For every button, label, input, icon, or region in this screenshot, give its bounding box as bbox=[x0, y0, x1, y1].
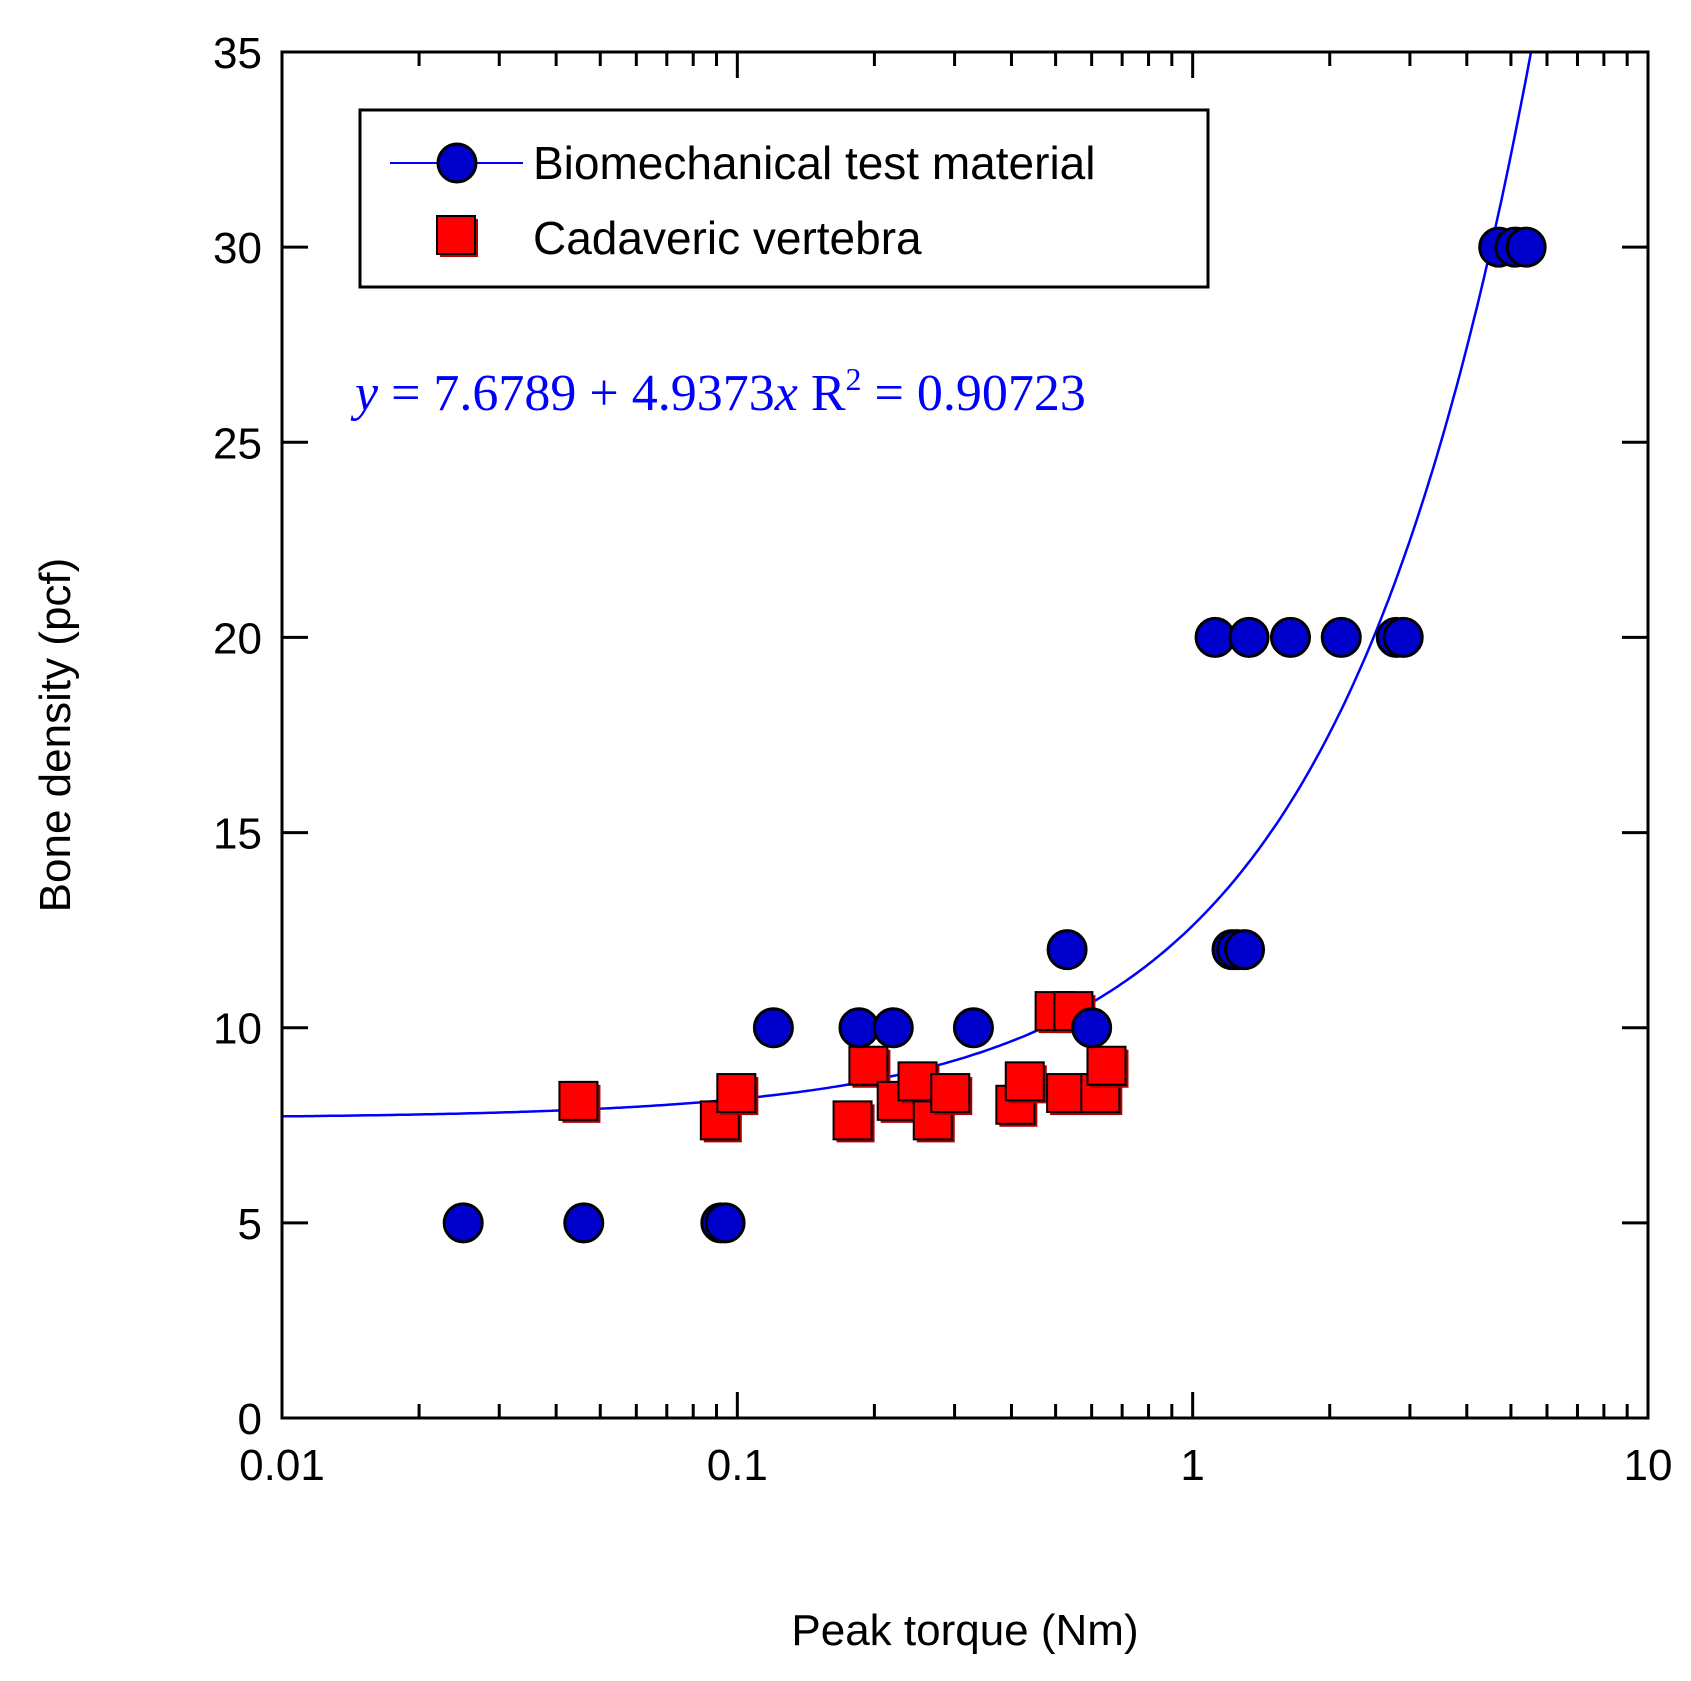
data-points-layer bbox=[442, 226, 1547, 1244]
x-tick-label: 0.01 bbox=[239, 1441, 325, 1490]
plot-frame bbox=[280, 50, 1650, 1420]
biomechanical-point bbox=[1194, 616, 1236, 658]
biomechanical-point bbox=[1046, 929, 1088, 971]
cadaveric-point bbox=[848, 1045, 891, 1088]
biomechanical-point bbox=[872, 1007, 914, 1049]
marker-face bbox=[716, 1073, 757, 1114]
marker-face bbox=[558, 1080, 599, 1121]
y-tick-label: 20 bbox=[213, 614, 262, 663]
marker-face bbox=[930, 1073, 971, 1114]
biomechanical-point bbox=[752, 1007, 794, 1049]
y-tick-label: 35 bbox=[213, 29, 262, 78]
biomechanical-point bbox=[442, 1202, 484, 1244]
biomechanical-point bbox=[1269, 616, 1311, 658]
y-tick-label: 5 bbox=[238, 1200, 262, 1249]
cadaveric-point bbox=[699, 1100, 742, 1143]
y-tick-label: 0 bbox=[238, 1395, 262, 1444]
legend: Biomechanical test material Cadaveric ve… bbox=[358, 108, 1210, 289]
biomechanical-point bbox=[952, 1007, 994, 1049]
legend-box bbox=[358, 108, 1210, 289]
marker-face bbox=[848, 1045, 889, 1086]
biomechanical-point bbox=[563, 1202, 605, 1244]
cadaveric-point bbox=[930, 1073, 973, 1116]
marker-face bbox=[832, 1100, 873, 1141]
cadaveric-point bbox=[716, 1073, 759, 1116]
legend-circle bbox=[436, 142, 478, 184]
biomechanical-point bbox=[1505, 226, 1547, 268]
tick-labels: 0.01 0.1 1 10 0 5 10 15 20 25 30 35 bbox=[213, 29, 1672, 1490]
x-axis-label: Peak torque (Nm) bbox=[791, 1606, 1138, 1655]
legend-square bbox=[436, 215, 478, 257]
y-tick-label: 10 bbox=[213, 1005, 262, 1054]
marker-face bbox=[436, 215, 476, 255]
biomechanical-point bbox=[1071, 1007, 1113, 1049]
legend-marker-cadaveric bbox=[436, 215, 478, 257]
x-tick-label: 0.1 bbox=[707, 1441, 768, 1490]
y-tick-label: 25 bbox=[213, 419, 262, 468]
marker-face bbox=[1086, 1045, 1127, 1086]
cadaveric-point bbox=[558, 1080, 601, 1123]
biomechanical-point bbox=[1382, 616, 1424, 658]
legend-label-cadaveric: Cadaveric vertebra bbox=[533, 212, 922, 264]
biomechanical-point bbox=[1228, 616, 1270, 658]
biomechanical-point bbox=[704, 1202, 746, 1244]
x-tick-label: 1 bbox=[1180, 1441, 1204, 1490]
cadaveric-point bbox=[1086, 1045, 1129, 1088]
biomechanical-point bbox=[838, 1007, 880, 1049]
cadaveric-point bbox=[832, 1100, 875, 1143]
legend-label-biomechanical: Biomechanical test material bbox=[533, 137, 1095, 189]
cadaveric-point bbox=[1004, 1061, 1047, 1104]
marker-face bbox=[1004, 1061, 1045, 1102]
biomechanical-point bbox=[1320, 616, 1362, 658]
y-tick-label: 30 bbox=[213, 224, 262, 273]
y-axis-label: Bone density (pcf) bbox=[31, 558, 80, 913]
y-tick-label: 15 bbox=[213, 810, 262, 859]
marker-face bbox=[1046, 1073, 1087, 1114]
legend-marker-biomechanical bbox=[436, 142, 478, 184]
fit-equation: y = 7.6789 + 4.9373x R2 = 0.90723 bbox=[350, 361, 1086, 422]
x-tick-label: 10 bbox=[1624, 1441, 1673, 1490]
biomechanical-point bbox=[1224, 929, 1266, 971]
